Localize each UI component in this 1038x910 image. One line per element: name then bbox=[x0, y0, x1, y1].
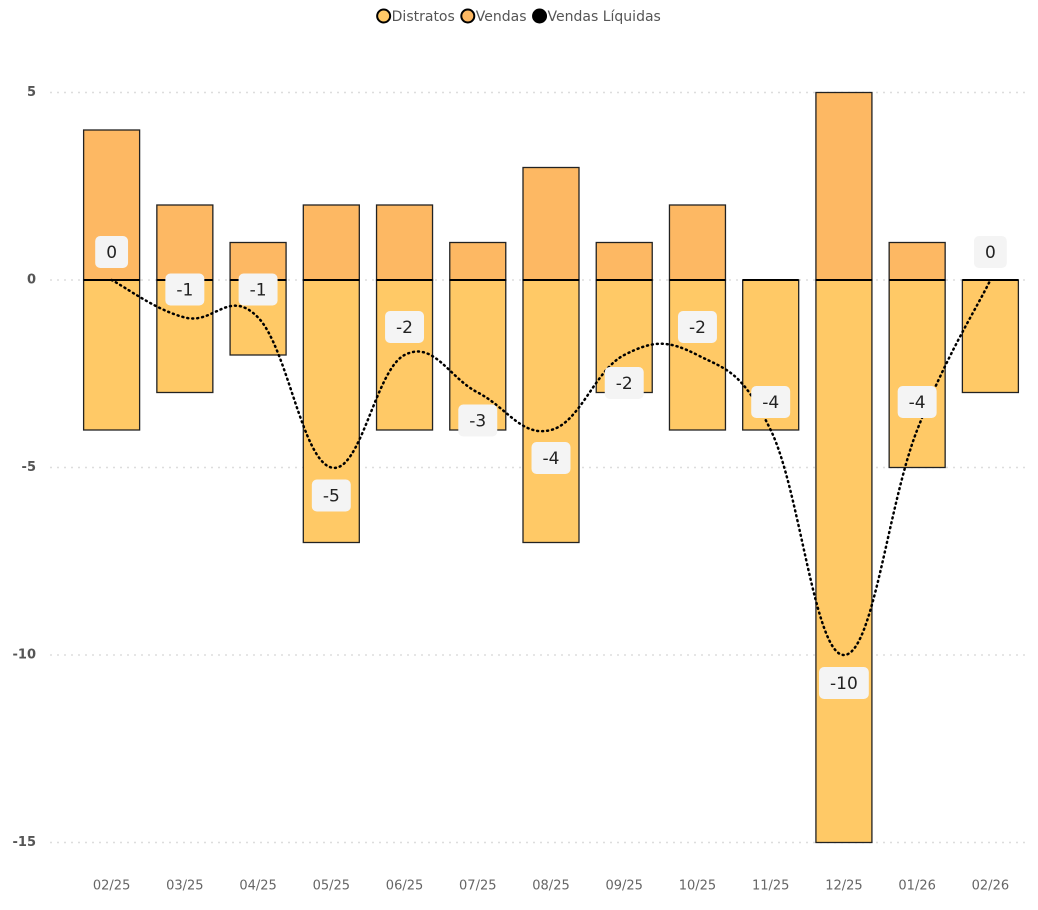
data-label-box bbox=[458, 404, 498, 437]
data-label-box bbox=[531, 442, 571, 474]
data-label: 0 bbox=[95, 236, 129, 268]
x-tick-label: 02/26 bbox=[972, 879, 1009, 894]
bar bbox=[156, 204, 214, 281]
data-label-text: -4 bbox=[909, 393, 926, 413]
x-tick-label: 12/25 bbox=[825, 879, 862, 894]
data-label: -2 bbox=[604, 367, 644, 399]
data-label-box bbox=[604, 367, 644, 399]
x-tick-label: 10/25 bbox=[679, 879, 716, 894]
bar bbox=[302, 204, 360, 281]
data-label-text: -4 bbox=[762, 393, 779, 413]
data-label-box bbox=[677, 311, 717, 343]
x-tick-label: 06/25 bbox=[386, 879, 423, 894]
x-tick-label: 02/25 bbox=[93, 879, 130, 894]
data-label: -2 bbox=[677, 311, 717, 343]
data-label-text: 0 bbox=[106, 243, 117, 263]
bar bbox=[522, 279, 580, 544]
x-tick-label: 05/25 bbox=[313, 879, 350, 894]
bar bbox=[522, 166, 580, 281]
x-tick-label: 01/26 bbox=[898, 879, 935, 894]
bar bbox=[595, 241, 653, 281]
y-tick-label: -5 bbox=[22, 460, 36, 475]
bar bbox=[888, 241, 946, 281]
data-label: -4 bbox=[531, 442, 571, 474]
bar bbox=[375, 204, 434, 281]
data-label-text: -4 bbox=[543, 449, 560, 469]
bar bbox=[961, 279, 1020, 394]
data-label-text: -2 bbox=[616, 374, 633, 394]
x-tick-label: 07/25 bbox=[459, 879, 496, 894]
data-label-box bbox=[385, 311, 425, 343]
line bbox=[110, 278, 992, 657]
data-label: -4 bbox=[897, 386, 937, 418]
y-tick-label: 5 bbox=[27, 85, 36, 100]
bar bbox=[449, 241, 507, 281]
legend-marker bbox=[376, 8, 392, 24]
bar bbox=[668, 204, 727, 281]
x-tick-label: 04/25 bbox=[239, 879, 276, 894]
data-label: -1 bbox=[165, 273, 205, 306]
data-label-text: -3 bbox=[469, 412, 486, 432]
data-label: -3 bbox=[458, 404, 498, 437]
data-label-text: -1 bbox=[176, 281, 193, 301]
legend-marker bbox=[460, 8, 476, 24]
legend: Distratos Vendas Vendas Líquidas bbox=[376, 8, 661, 25]
legend-label: Vendas bbox=[476, 9, 527, 25]
bar bbox=[668, 279, 727, 431]
data-label: -1 bbox=[238, 273, 278, 306]
data-label-box bbox=[973, 236, 1007, 268]
y-tick-label: 0 bbox=[27, 273, 36, 288]
data-label-text: -2 bbox=[396, 318, 413, 338]
bar bbox=[82, 279, 141, 431]
x-tick-label: 09/25 bbox=[605, 879, 642, 894]
data-label-box bbox=[238, 273, 278, 306]
data-label-text: -10 bbox=[830, 674, 858, 694]
data-label: -2 bbox=[385, 311, 425, 343]
data-label-box bbox=[165, 273, 205, 306]
data-label-box bbox=[95, 236, 129, 268]
legend-label: Distratos bbox=[392, 9, 455, 25]
data-label-text: 0 bbox=[985, 243, 996, 263]
data-label-box bbox=[311, 479, 351, 512]
data-label: -4 bbox=[751, 386, 791, 418]
data-label-text: -5 bbox=[323, 487, 340, 507]
bar bbox=[815, 91, 873, 281]
legend-label: Vendas Líquidas bbox=[548, 9, 661, 25]
data-label-text: -2 bbox=[689, 318, 706, 338]
data-label: -5 bbox=[311, 479, 351, 512]
x-tick-label: 03/25 bbox=[166, 879, 203, 894]
data-label: -10 bbox=[819, 667, 869, 699]
data-label-box bbox=[897, 386, 937, 418]
x-tick-label: 08/25 bbox=[532, 879, 569, 894]
data-label: 0 bbox=[973, 236, 1007, 268]
bar bbox=[888, 279, 946, 469]
x-tick-label: 11/25 bbox=[752, 879, 789, 894]
data-label-box bbox=[751, 386, 791, 418]
y-tick-label: -10 bbox=[13, 648, 37, 663]
data-label-text: -1 bbox=[250, 281, 267, 301]
data-label-box bbox=[819, 667, 869, 699]
legend-marker bbox=[532, 8, 548, 24]
y-tick-label: -15 bbox=[13, 835, 37, 850]
bar bbox=[815, 279, 873, 844]
